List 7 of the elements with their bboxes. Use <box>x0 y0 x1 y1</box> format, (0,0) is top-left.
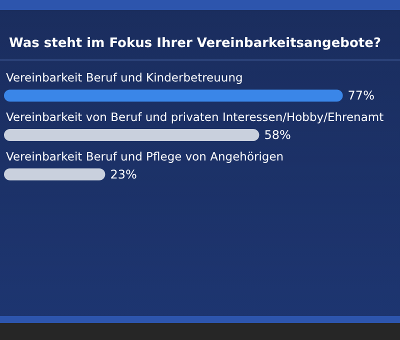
data-label: 23% <box>110 167 137 182</box>
y-tick-label: Vereinbarkeit Beruf und Kinderbetreuung <box>6 70 243 85</box>
data-label: 58% <box>264 128 291 142</box>
y-tick-label: Vereinbarkeit von Beruf und privaten Interessen/Hobby/Ehrenamt <box>6 110 384 124</box>
chart-title: Was steht im Fokus Ihrer Vereinbarkeitsangebote? <box>9 36 381 51</box>
data-label: 77% <box>348 88 374 103</box>
y-tick-label: Vereinbarkeit Beruf und Pflege von Angehörigen <box>6 149 284 164</box>
